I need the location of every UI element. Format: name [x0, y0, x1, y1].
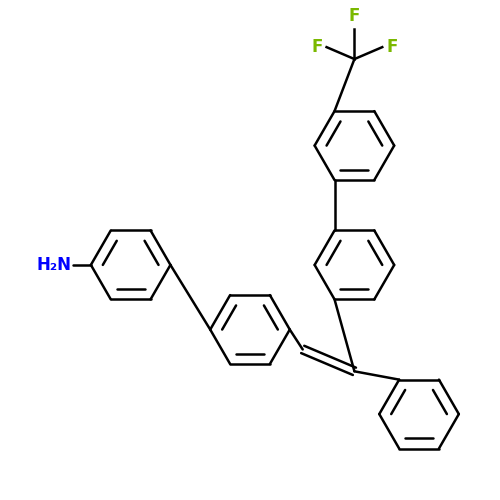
Text: H₂N: H₂N: [36, 256, 71, 274]
Text: F: F: [386, 38, 398, 56]
Text: F: F: [311, 38, 322, 56]
Text: F: F: [348, 8, 360, 26]
